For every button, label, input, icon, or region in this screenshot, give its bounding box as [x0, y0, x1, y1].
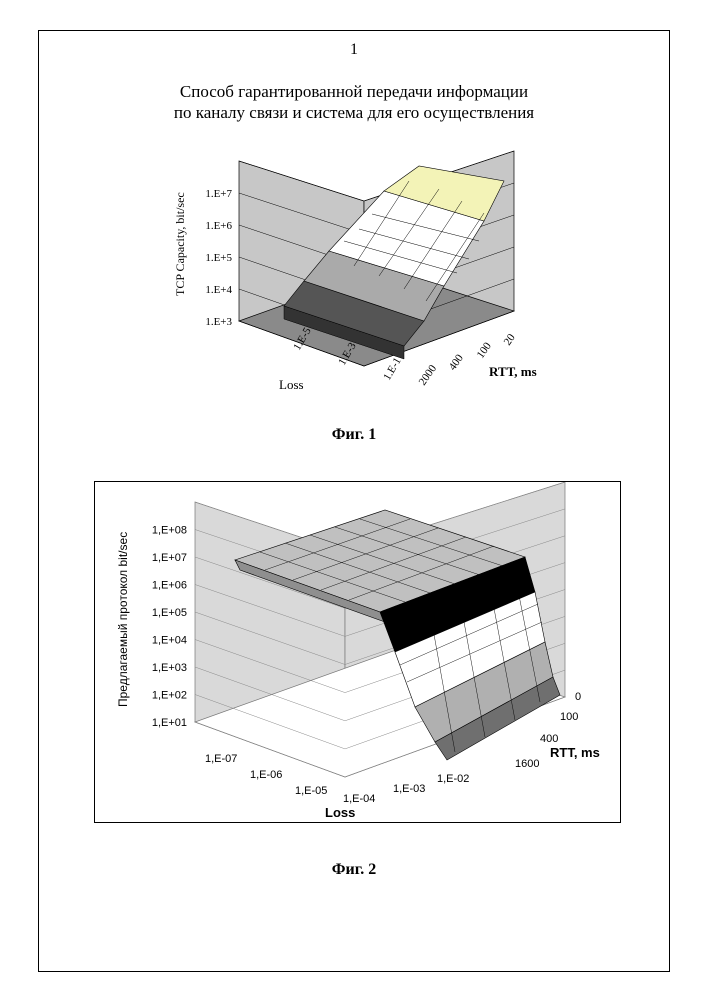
- fig2-ylabel: RTT, ms: [550, 745, 600, 760]
- fig2-ytick-3: 0: [575, 691, 581, 703]
- fig1-xlabel: Loss: [279, 377, 304, 392]
- fig2-ztick-4: 1,E+05: [152, 607, 187, 619]
- fig2-xtick-0: 1,E-07: [205, 753, 237, 765]
- fig2-xtick-2: 1,E-05: [295, 785, 327, 797]
- fig1-ytick-1: 400: [447, 352, 467, 373]
- title-line-1: Способ гарантированной передачи информац…: [180, 82, 528, 101]
- figure-1-svg: 1.E+3 1.E+4 1.E+5 1.E+6 1.E+7 TCP Capaci…: [154, 141, 554, 401]
- fig1-ytick-2: 100: [475, 340, 495, 361]
- fig2-ztick-0: 1,E+01: [152, 717, 187, 729]
- fig1-ztick-2: 1.E+5: [205, 252, 232, 264]
- fig2-ytick-2: 100: [560, 711, 578, 723]
- fig2-zlabel: Предлагаемый протокол bit/sec: [116, 532, 130, 707]
- fig1-ytick-3: 20: [502, 331, 518, 347]
- fig2-ytick-1: 400: [540, 733, 558, 745]
- fig1-ytick-0: 2000: [417, 362, 440, 387]
- fig2-ztick-2: 1,E+03: [152, 662, 187, 674]
- fig1-ztick-0: 1.E+3: [205, 316, 232, 328]
- figure-2-label: Фиг. 2: [39, 861, 669, 879]
- fig2-ztick-6: 1,E+07: [152, 552, 187, 564]
- fig1-zlabel: TCP Capacity, bit/sec: [173, 192, 187, 296]
- fig2-xlabel: Loss: [325, 805, 355, 820]
- fig1-ztick-3: 1.E+6: [205, 220, 232, 232]
- figure-2-svg: 1,E+01 1,E+02 1,E+03 1,E+04 1,E+05 1,E+0…: [95, 482, 620, 822]
- fig1-ztick-1: 1.E+4: [205, 284, 232, 296]
- page-frame: 1 Способ гарантированной передачи информ…: [38, 30, 670, 972]
- fig2-xtick-5: 1,E-02: [437, 773, 469, 785]
- title-line-2: по каналу связи и система для его осущес…: [174, 103, 534, 122]
- page-number: 1: [39, 41, 669, 59]
- figure-1-label: Фиг. 1: [39, 426, 669, 444]
- fig2-ztick-3: 1,E+04: [152, 635, 187, 647]
- fig2-xtick-1: 1,E-06: [250, 769, 282, 781]
- figure-2-chart: 1,E+01 1,E+02 1,E+03 1,E+04 1,E+05 1,E+0…: [94, 481, 621, 823]
- fig2-ytick-0: 1600: [515, 758, 539, 770]
- page-title: Способ гарантированной передачи информац…: [39, 81, 669, 124]
- figure-1-chart: 1.E+3 1.E+4 1.E+5 1.E+6 1.E+7 TCP Capaci…: [154, 141, 554, 401]
- fig1-xtick-2: 1.E-1: [381, 356, 403, 383]
- fig2-ztick-7: 1,E+08: [152, 525, 187, 537]
- fig1-ztick-4: 1.E+7: [205, 188, 232, 200]
- fig2-ztick-5: 1,E+06: [152, 580, 187, 592]
- fig1-ylabel: RTT, ms: [489, 364, 537, 379]
- fig2-ztick-1: 1,E+02: [152, 690, 187, 702]
- fig2-xtick-3: 1,E-04: [343, 793, 375, 805]
- fig2-xtick-4: 1,E-03: [393, 783, 425, 795]
